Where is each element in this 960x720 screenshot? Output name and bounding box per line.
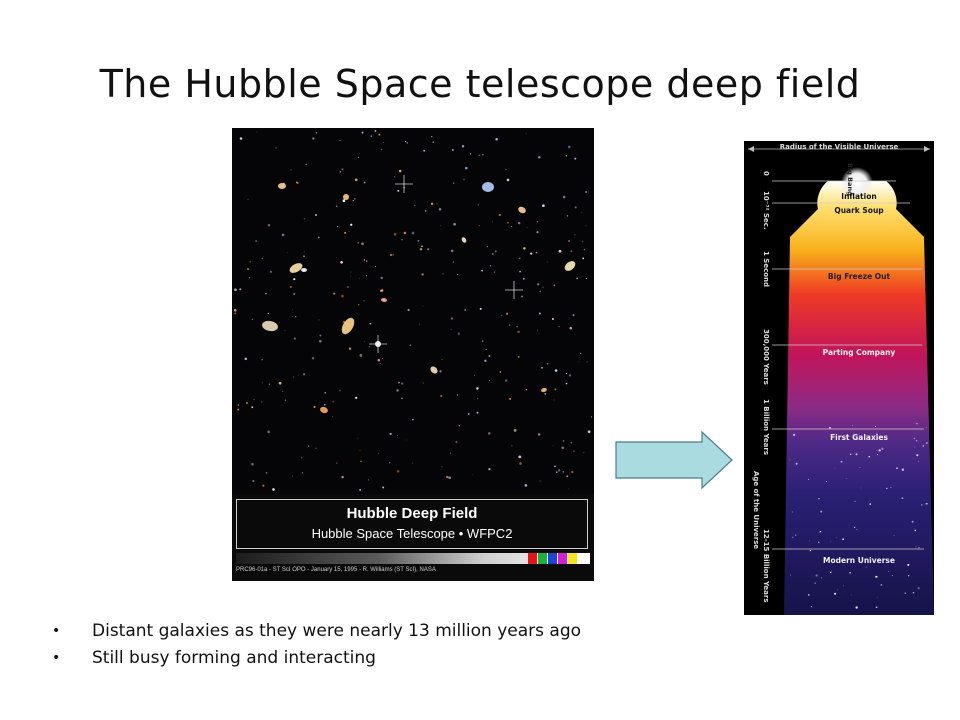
color-swatch — [548, 553, 557, 564]
deep-field-starfield — [234, 130, 592, 491]
era-inflation: Inflation — [841, 192, 877, 201]
color-swatch — [568, 553, 577, 564]
hdf-subtitle: Hubble Space Telescope • WFPC2 — [311, 526, 513, 541]
color-swatch — [558, 553, 567, 564]
hdf-caption-box: Hubble Deep Field Hubble Space Telescope… — [236, 499, 588, 549]
timeline-time-billion: 1 Billion Years — [762, 399, 770, 455]
universe-timeline-diagram: Radius of the Visible Universe 0 10⁻³² S… — [744, 141, 934, 615]
bullet-dot-icon: • — [52, 650, 61, 666]
timeline-graphic — [748, 146, 934, 615]
bullet-list: • Distant galaxies as they were nearly 13… — [52, 618, 581, 672]
bullet-dot-icon: • — [52, 623, 61, 639]
timeline-time-inflation: 10⁻³² Sec. — [762, 191, 770, 230]
right-arrow-icon — [615, 430, 733, 490]
bullet-item: • Still busy forming and interacting — [52, 645, 581, 672]
era-quark-soup: Quark Soup — [834, 206, 884, 215]
hdf-caption-area: Hubble Deep Field Hubble Space Telescope… — [232, 494, 594, 581]
slide-title: The Hubble Space telescope deep field — [99, 62, 861, 106]
era-big-freeze-out: Big Freeze Out — [827, 272, 891, 281]
hdf-credit: PRC96-01a - ST ScI OPO - January 15, 199… — [236, 567, 436, 573]
era-modern-universe: Modern Universe — [823, 556, 895, 565]
big-bang-label: Big Bang — [846, 163, 854, 196]
timeline-side-label: Age of the Universe — [752, 471, 760, 550]
era-first-galaxies: First Galaxies — [830, 433, 888, 442]
bullet-item: • Distant galaxies as they were nearly 13… — [52, 618, 581, 645]
timeline-header: Radius of the Visible Universe — [779, 143, 899, 151]
timeline-time-modern: 12-15 Billion Years — [762, 529, 770, 603]
timeline-start-time: 0 — [762, 171, 770, 176]
color-swatch — [538, 553, 547, 564]
hdf-title: Hubble Deep Field — [346, 505, 478, 522]
hubble-deep-field-image: Hubble Deep Field Hubble Space Telescope… — [232, 128, 594, 581]
color-swatch — [528, 553, 537, 564]
timeline-time-300k: 300,000 Years — [762, 329, 770, 385]
timeline-time-second: 1 Second — [762, 251, 770, 288]
era-parting-company: Parting Company — [822, 348, 896, 357]
hdf-grayscale-strip — [236, 553, 590, 564]
